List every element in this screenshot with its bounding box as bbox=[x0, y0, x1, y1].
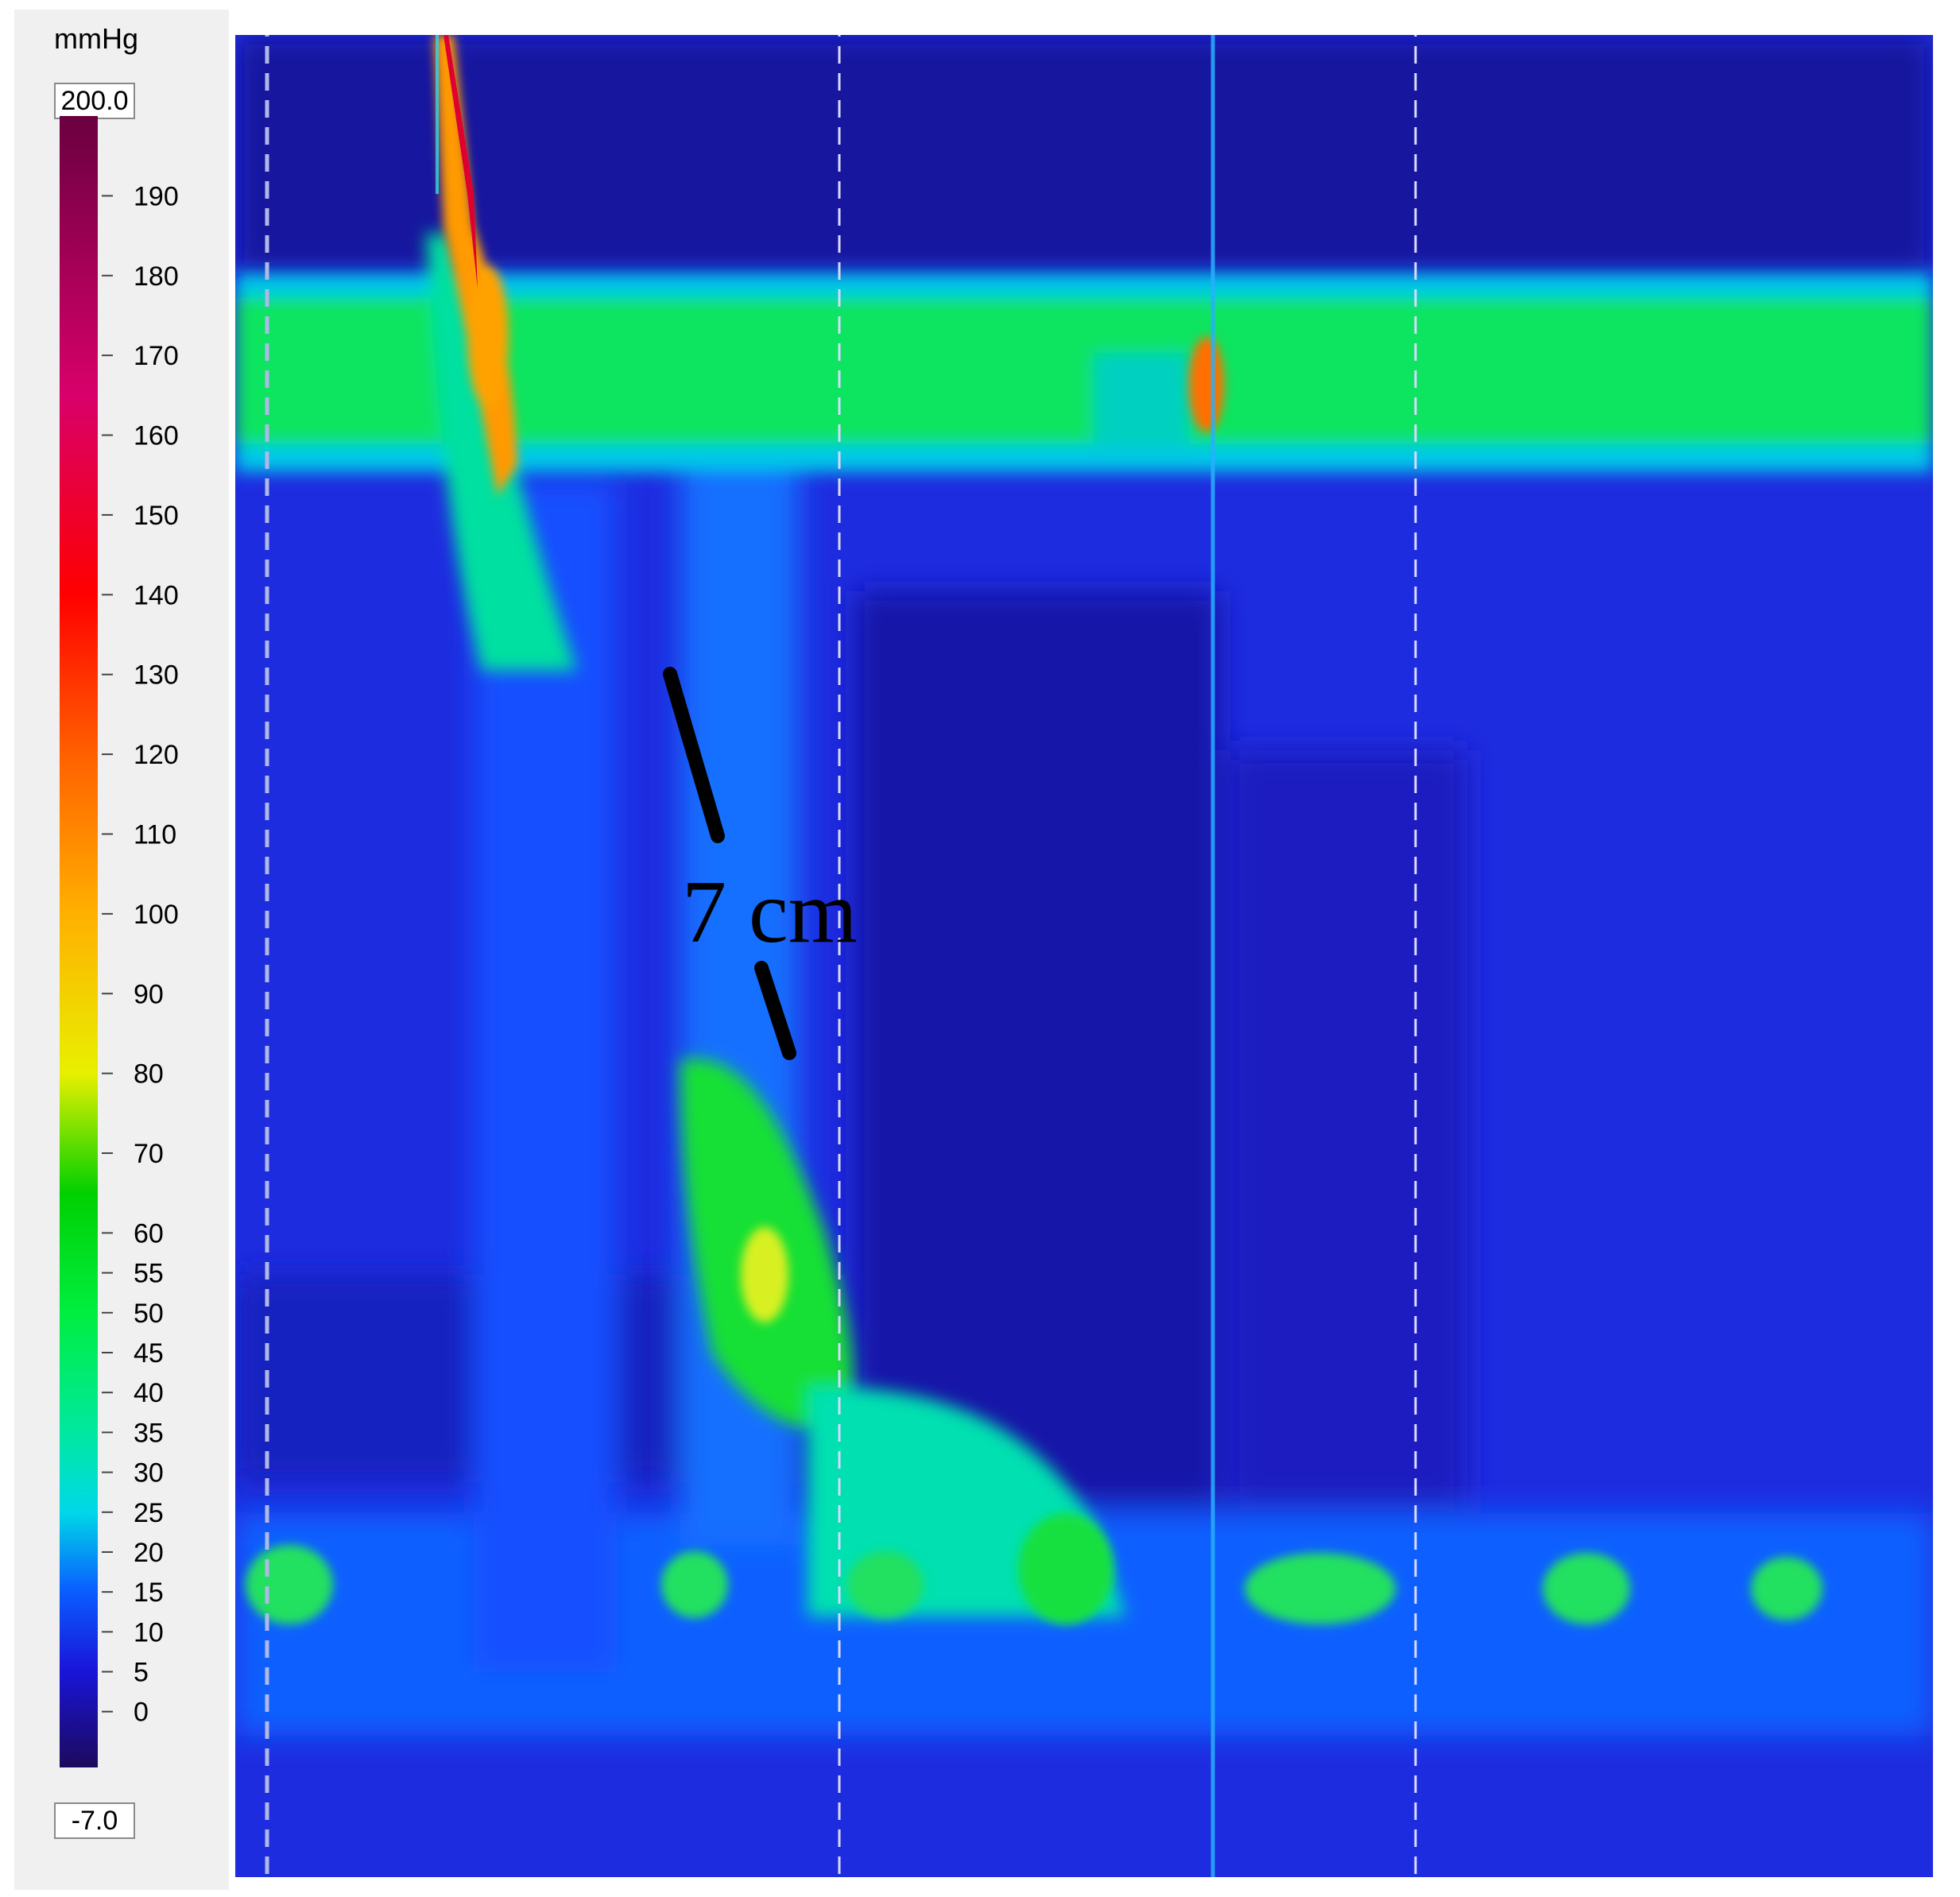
colorbar-tick-label: 150 bbox=[134, 501, 179, 531]
distal-contraction-peak bbox=[741, 1227, 788, 1322]
colorbar-max-input[interactable]: 200.0 bbox=[54, 83, 135, 119]
colorbar-tick-label: 35 bbox=[134, 1418, 164, 1448]
colorbar-tick-label: 70 bbox=[134, 1139, 164, 1169]
upper-pressure-band-gap bbox=[1094, 353, 1189, 448]
colorbar-tick-label: 0 bbox=[134, 1698, 149, 1728]
lower-band-hotspot bbox=[1245, 1553, 1396, 1624]
colorbar-tick-label: 25 bbox=[134, 1498, 164, 1528]
colorbar-tick-label: 60 bbox=[134, 1218, 164, 1249]
colorbar-tick-label: 180 bbox=[134, 261, 179, 292]
pressure-heatmap bbox=[235, 35, 1933, 1877]
colorbar-tick-label: 110 bbox=[134, 819, 176, 850]
lower-band-hotspot bbox=[1543, 1553, 1630, 1624]
heatmap-top-dark-region bbox=[235, 35, 1933, 273]
colorbar-tick-label: 140 bbox=[134, 580, 179, 610]
colorbar-panel: mmHg 200.0 -7.0 bbox=[14, 10, 229, 1890]
lower-band-hotspot bbox=[246, 1545, 333, 1624]
colorbar-tick-label: 160 bbox=[134, 421, 179, 451]
colorbar-unit: mmHg bbox=[54, 22, 138, 55]
upper-sphincter-peak bbox=[467, 265, 509, 408]
colorbar-tick-label: 20 bbox=[134, 1538, 164, 1568]
colorbar-tick-label: 30 bbox=[134, 1458, 164, 1489]
colorbar-tick-label: 55 bbox=[134, 1259, 164, 1289]
colorbar-tick-label: 170 bbox=[134, 341, 179, 371]
colorbar-tick-label: 100 bbox=[134, 900, 179, 930]
colorbar-tick-label: 5 bbox=[134, 1658, 149, 1688]
colorbar: 1901801701601501401301201101009080706055… bbox=[60, 116, 179, 1767]
grid-lines bbox=[265, 35, 1417, 1877]
colorbar-tick-label: 45 bbox=[134, 1338, 164, 1369]
secondary-spike bbox=[1189, 337, 1224, 432]
colorbar-tick-label: 120 bbox=[134, 740, 179, 770]
heatmap-dark-region bbox=[1229, 750, 1467, 1505]
lower-band-hotspot bbox=[661, 1551, 728, 1618]
colorbar-tick-label: 50 bbox=[134, 1299, 164, 1329]
lower-band-hotspot bbox=[847, 1551, 924, 1618]
heatmap-vertical-wave bbox=[474, 480, 617, 1672]
colorbar-gradient bbox=[60, 116, 98, 1767]
colorbar-ticks: 1901801701601501401301201101009080706055… bbox=[102, 181, 179, 1728]
colorbar-min-input[interactable]: -7.0 bbox=[54, 1802, 135, 1839]
upper-pressure-band bbox=[235, 297, 1933, 444]
heatmap-dark-region bbox=[855, 591, 1221, 1505]
lower-band-hotspot bbox=[1751, 1557, 1822, 1620]
colorbar-tick-label: 15 bbox=[134, 1578, 164, 1608]
lower-band-hotspot bbox=[1018, 1513, 1114, 1624]
colorbar-tick-label: 40 bbox=[134, 1378, 164, 1408]
colorbar-tick-label: 10 bbox=[134, 1617, 164, 1647]
colorbar-tick-label: 130 bbox=[134, 660, 179, 691]
colorbar-tick-label: 190 bbox=[134, 181, 179, 211]
colorbar-tick-label: 90 bbox=[134, 979, 164, 1009]
colorbar-tick-label: 80 bbox=[134, 1059, 164, 1090]
